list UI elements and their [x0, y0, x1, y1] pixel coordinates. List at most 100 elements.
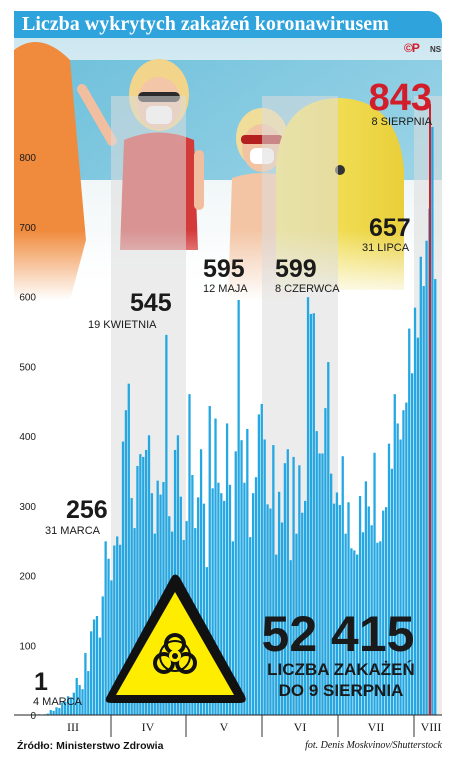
annotation-value-8-czerwca: 599 — [275, 255, 317, 283]
copyright-mark: ©P — [404, 41, 420, 55]
bar — [425, 240, 428, 715]
bar — [280, 522, 284, 715]
bar — [361, 532, 365, 715]
bar — [199, 449, 203, 715]
bar — [422, 286, 425, 715]
bar — [324, 408, 327, 715]
bar — [121, 441, 125, 715]
bar — [347, 502, 350, 715]
bar — [228, 484, 232, 715]
bar — [58, 708, 61, 715]
bar — [405, 402, 408, 715]
annotation-value-31-lipca: 657 — [369, 214, 411, 242]
x-tick-label: III — [67, 720, 79, 734]
bar — [225, 423, 229, 715]
y-tick-label: 200 — [19, 572, 36, 583]
bar — [416, 337, 420, 715]
bar — [75, 678, 78, 715]
annotation-date-31-marca: 31 MARCA — [45, 525, 101, 537]
annotation-date-12-maja: 12 MAJA — [203, 283, 248, 295]
bar — [188, 394, 191, 715]
bar — [344, 533, 347, 715]
bar — [251, 493, 255, 715]
bar — [66, 696, 70, 715]
bar — [434, 279, 437, 715]
annotation-value-31-marca: 256 — [66, 496, 108, 524]
total-block: 52 415 LICZBA ZAKAŻEŃ DO 9 SIERPNIA — [262, 606, 415, 700]
bar — [95, 615, 99, 716]
bar — [410, 373, 414, 715]
bar — [176, 435, 180, 715]
x-tick-label: IV — [142, 720, 155, 734]
y-tick-label: 300 — [19, 502, 36, 513]
bar — [165, 334, 168, 715]
bar — [55, 707, 58, 715]
bar — [396, 423, 399, 715]
total-label-line1: LICZBA ZAKAŻEŃ — [267, 660, 415, 679]
bar — [332, 503, 336, 715]
bar — [197, 497, 200, 715]
bar — [98, 637, 102, 715]
bar — [272, 445, 275, 715]
bar — [306, 297, 310, 715]
bar — [249, 537, 252, 715]
bar — [211, 488, 214, 715]
bar — [116, 536, 119, 715]
bar — [101, 596, 104, 715]
total-value: 52 415 — [262, 606, 415, 662]
ns-mark: NS — [430, 45, 442, 54]
bar — [130, 498, 133, 715]
bar — [133, 528, 136, 715]
bar — [240, 440, 243, 715]
x-tick-label: VII — [368, 720, 385, 734]
bar — [350, 548, 353, 715]
title-bar — [14, 11, 442, 38]
bar — [260, 403, 263, 715]
bar — [64, 701, 67, 715]
bar — [382, 510, 385, 715]
bar — [139, 454, 142, 715]
bar — [353, 550, 356, 715]
bar — [399, 439, 402, 715]
bar — [364, 481, 368, 715]
x-tick-label: V — [220, 720, 229, 734]
bar — [330, 473, 333, 715]
bar — [142, 456, 145, 715]
x-axis: III IV V VI VII VIII — [67, 715, 441, 737]
bar — [286, 449, 289, 715]
bar — [266, 504, 269, 716]
bar — [408, 328, 411, 715]
bar — [315, 431, 318, 715]
bar — [81, 689, 84, 715]
bar — [113, 545, 116, 715]
bar — [312, 313, 315, 715]
bar — [144, 449, 148, 715]
bar — [301, 512, 304, 716]
bar — [254, 477, 258, 715]
bar — [419, 256, 422, 715]
x-tick-label: VIII — [421, 720, 442, 734]
bar — [208, 406, 211, 715]
y-tick-label: 800 — [19, 153, 36, 164]
bar — [156, 480, 159, 715]
x-tick-label: VI — [294, 720, 307, 734]
bar — [234, 451, 237, 715]
annotation-value-12-maja: 595 — [203, 255, 245, 283]
bar — [72, 692, 75, 715]
bar — [107, 558, 110, 715]
bar — [376, 542, 379, 715]
chart-title: Liczba wykrytych zakażeń koronawirusem — [22, 13, 389, 35]
annotation-value-4-marca: 1 — [34, 668, 48, 696]
bar — [104, 541, 107, 715]
bar — [327, 362, 330, 715]
y-axis: 0 100 200 300 400 500 600 700 800 — [19, 153, 36, 722]
bar — [263, 439, 266, 715]
bar — [373, 452, 376, 715]
bar — [46, 713, 49, 716]
bar — [390, 468, 394, 715]
bar — [358, 495, 362, 716]
bar — [318, 453, 321, 715]
bar — [136, 465, 139, 715]
total-label-line2: DO 9 SIERPNIA — [279, 681, 404, 700]
bar — [110, 580, 113, 715]
